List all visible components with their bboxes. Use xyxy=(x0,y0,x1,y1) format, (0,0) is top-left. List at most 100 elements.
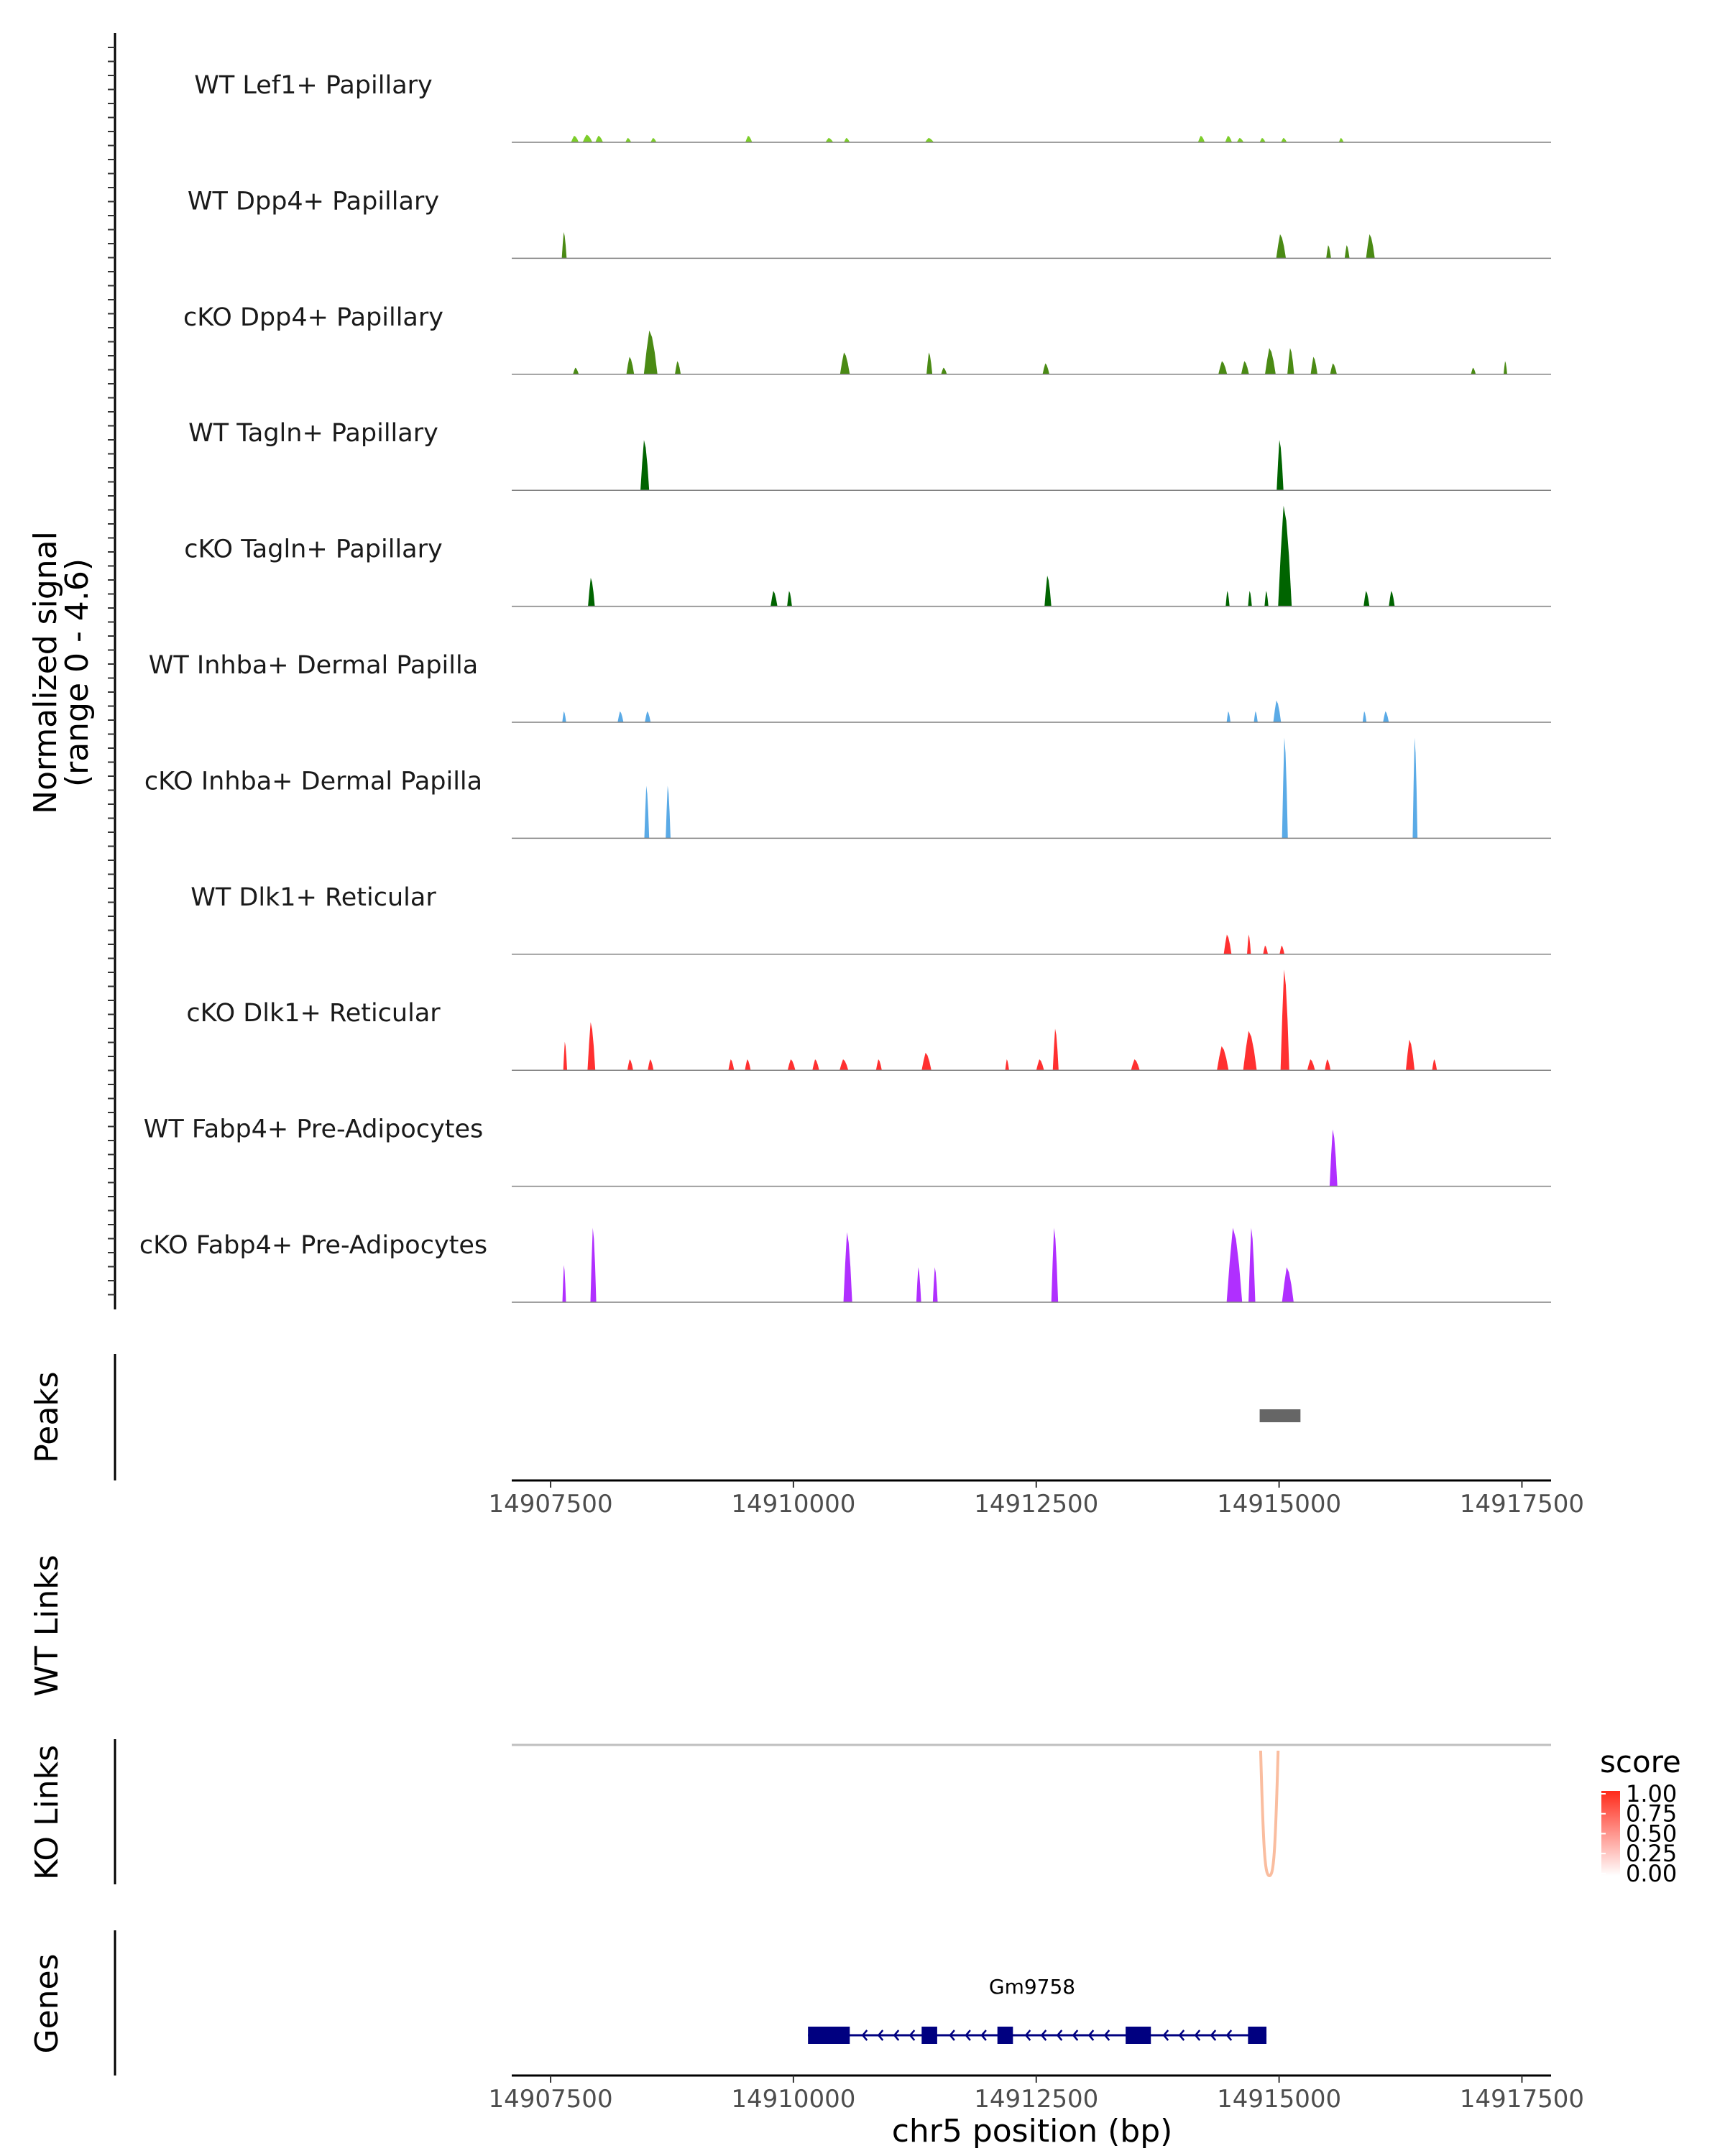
coverage-peak xyxy=(1051,1227,1059,1302)
peaks-panel-label: Peaks xyxy=(29,1371,65,1462)
x-tick-label: 14907500 xyxy=(489,1490,613,1519)
legend-ticks: 1.000.750.500.250.00 xyxy=(1601,1780,1677,1887)
track-label: cKO Dlk1+ Reticular xyxy=(186,999,441,1028)
x-axis-top: 14907500 14910000 14912500 14915000 14917500 xyxy=(489,1479,1584,1519)
coverage-peak xyxy=(562,1265,566,1302)
coverage-peak xyxy=(643,330,658,374)
coverage-peak xyxy=(1471,367,1476,374)
coverage-peak xyxy=(1131,1059,1140,1071)
coverage-track: cKO Inhba+ Dermal Papilla xyxy=(144,737,1551,839)
coverage-track: WT Inhba+ Dermal Papilla xyxy=(149,651,1551,723)
strand-arrow xyxy=(861,2030,868,2041)
coverage-peak xyxy=(916,1267,921,1302)
x-axis-title: chr5 position (bp) xyxy=(892,2113,1173,2150)
coverage-peak xyxy=(926,352,933,374)
coverage-peak xyxy=(675,361,681,374)
coverage-track: WT Dpp4+ Papillary xyxy=(188,187,1551,259)
gene-exon xyxy=(921,2027,937,2044)
coverage-peak xyxy=(1259,137,1266,142)
coverage-peak xyxy=(787,591,792,607)
coverage-peak xyxy=(1276,440,1284,491)
strand-arrow xyxy=(1024,2030,1031,2041)
x-tick-label: 14910000 xyxy=(731,1490,855,1519)
coverage-peak xyxy=(1278,505,1292,607)
coverage-peak xyxy=(1280,969,1289,1071)
strand-arrow xyxy=(1194,2030,1201,2041)
coverage-peak xyxy=(787,1059,796,1071)
x-tick-label: 14915000 xyxy=(1217,1490,1341,1519)
wt-links-label: WT Links xyxy=(29,1554,65,1696)
gene-exon xyxy=(1126,2027,1151,2044)
track-label: cKO Fabp4+ Pre-Adipocytes xyxy=(139,1231,487,1260)
coverage-peak xyxy=(582,134,593,142)
ko-link-arc xyxy=(1259,1750,1280,1878)
strand-arrow xyxy=(1072,2030,1079,2041)
coverage-peak xyxy=(625,137,632,142)
coverage-peak xyxy=(626,356,635,374)
coverage-peak xyxy=(1218,361,1228,374)
coverage-track: WT Dlk1+ Reticular xyxy=(190,883,1551,955)
gene-exon xyxy=(997,2027,1013,2044)
coverage-peak xyxy=(745,1059,751,1071)
strand-arrow xyxy=(965,2030,971,2041)
x-tick-label: 14912500 xyxy=(974,2085,1098,2114)
coverage-peak xyxy=(925,137,934,142)
coverage-peak xyxy=(666,786,671,839)
strand-arrow xyxy=(1225,2030,1233,2041)
coverage-peak xyxy=(617,711,624,722)
coverage-peak xyxy=(1243,1031,1257,1071)
strand-arrow xyxy=(1210,2030,1217,2041)
coverage-peak xyxy=(1254,711,1258,722)
coverage-peak xyxy=(1344,245,1350,259)
coverage-peak xyxy=(648,1059,654,1071)
strand-arrow xyxy=(949,2030,955,2041)
coverage-peak xyxy=(1263,945,1269,954)
coverage-peak xyxy=(1248,1227,1256,1302)
x-tick-label: 14912500 xyxy=(974,1490,1098,1519)
coverage-peak xyxy=(640,440,650,491)
coverage-peak xyxy=(825,137,834,142)
coverage-peak xyxy=(1383,711,1389,722)
coverage-peak xyxy=(728,1059,735,1071)
gene-exon xyxy=(1248,2027,1267,2044)
coverage-peak xyxy=(595,135,604,142)
x-axis-bottom: 14907500 14910000 14912500 14915000 14917500 xyxy=(489,2074,1584,2114)
coverage-y-axis-ticks xyxy=(108,47,115,1296)
coverage-peak xyxy=(1326,245,1331,259)
coverage-peak xyxy=(587,1022,596,1071)
coverage-peak xyxy=(1503,361,1507,374)
track-label: cKO Tagln+ Papillary xyxy=(184,535,443,564)
strand-arrow xyxy=(1040,2030,1047,2041)
coverage-track: cKO Tagln+ Papillary xyxy=(184,505,1551,607)
coverage-peak xyxy=(1276,234,1287,259)
coverage-peak xyxy=(1226,1227,1243,1302)
strand-arrow xyxy=(893,2030,900,2041)
coverage-peak xyxy=(1036,1059,1044,1071)
coverage-track: cKO Fabp4+ Pre-Adipocytes xyxy=(139,1227,1551,1303)
coverage-peak xyxy=(1282,737,1288,839)
coverage-peak xyxy=(645,711,651,722)
coverage-tracks: WT Lef1+ Papillary WT Dpp4+ Papillary cKO … xyxy=(139,71,1551,1303)
coverage-peak xyxy=(561,231,567,259)
legend-tick-label: 0.75 xyxy=(1626,1800,1677,1828)
track-label: WT Dlk1+ Reticular xyxy=(190,883,436,912)
strand-arrow xyxy=(1056,2030,1063,2041)
coverage-peak xyxy=(1241,361,1249,374)
peak-regions xyxy=(1259,1409,1301,1422)
coverage-track: cKO Dpp4+ Papillary xyxy=(183,303,1551,375)
genes-panel-label: Genes xyxy=(29,1953,65,2053)
coverage-peak xyxy=(1279,945,1285,954)
coverage-peak xyxy=(1287,348,1294,374)
coverage-peak xyxy=(1310,356,1317,374)
coverage-peak xyxy=(1362,711,1367,722)
coverage-peak xyxy=(1236,137,1244,142)
x-tick-label: 14907500 xyxy=(489,2085,613,2114)
coverage-peak xyxy=(1005,1059,1009,1071)
coverage-peak xyxy=(1366,234,1375,259)
score-legend: score 1.000.750.500.250.00 xyxy=(1600,1744,1681,1887)
coverage-track: cKO Dlk1+ Reticular xyxy=(186,969,1551,1071)
coverage-peak xyxy=(1405,1039,1415,1071)
legend-tick-label: 1.00 xyxy=(1626,1780,1677,1807)
coverage-peak xyxy=(932,1267,938,1302)
coverage-peak xyxy=(627,1059,633,1071)
